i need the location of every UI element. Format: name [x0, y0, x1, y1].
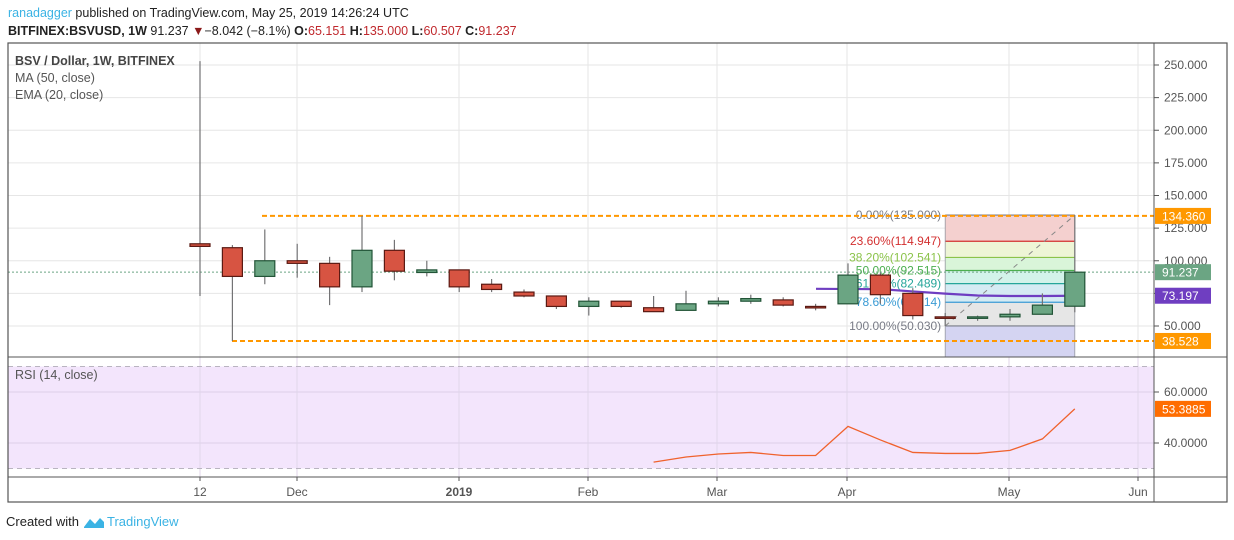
- ma-price-badge-text: 73.197: [1162, 289, 1199, 303]
- tradingview-link[interactable]: TradingView: [83, 514, 179, 529]
- price-axis-label: 150.000: [1164, 189, 1208, 203]
- price-axis-label: 50.000: [1164, 319, 1201, 333]
- open-value: 65.151: [308, 24, 347, 38]
- created-with-text: Created with: [6, 514, 79, 529]
- fib-zone: [945, 215, 1075, 242]
- legend-rsi[interactable]: RSI (14, close): [15, 368, 98, 382]
- symbol-info: BITFINEX:BSVUSD, 1W 91.237 ▼−8.042 (−8.1…: [8, 24, 517, 38]
- last-price-badge-text: 91.237: [1162, 266, 1199, 280]
- level-price-badge-text: 38.528: [1162, 334, 1199, 348]
- candle[interactable]: [772, 299, 794, 306]
- tradingview-brand: TradingView: [106, 514, 179, 529]
- candle[interactable]: [642, 307, 665, 313]
- candle[interactable]: [448, 269, 470, 288]
- candle[interactable]: [902, 292, 924, 317]
- candle[interactable]: [254, 260, 276, 278]
- price-axis-label: 125.000: [1164, 221, 1208, 235]
- fib-zone: [945, 257, 1075, 271]
- candle[interactable]: [189, 243, 211, 247]
- fib-level-label: 38.20%(102.541): [849, 250, 941, 264]
- fib-level-label: 23.60%(114.947): [850, 234, 941, 248]
- candle[interactable]: [707, 300, 730, 305]
- price-axis-label: 250.000: [1164, 58, 1208, 72]
- legend-main-series[interactable]: BSV / Dollar, 1W, BITFINEX: [15, 54, 175, 68]
- ma-price-badge: [1155, 287, 1211, 304]
- level-price-badge-text: 134.360: [1162, 209, 1206, 223]
- fib-level-label: 78.60%(68.214): [856, 295, 941, 309]
- level-price-badge: [1155, 207, 1211, 224]
- candle[interactable]: [837, 274, 859, 305]
- open-label: O:: [294, 24, 309, 38]
- last-price-badge: [1155, 264, 1211, 281]
- close-label: C:: [465, 24, 479, 38]
- footer: Created with TradingView: [6, 514, 179, 529]
- rsi-band: [8, 366, 1154, 469]
- candle[interactable]: [610, 300, 632, 308]
- rsi-value-badge: [1155, 400, 1211, 417]
- candle[interactable]: [740, 297, 762, 302]
- time-axis-label: Dec: [286, 485, 307, 499]
- candle[interactable]: [966, 316, 989, 319]
- time-axis-label: Apr: [838, 485, 857, 499]
- candle[interactable]: [869, 274, 892, 296]
- candle[interactable]: [221, 247, 243, 278]
- fib-level-label: 50.00%(92.515): [856, 264, 941, 278]
- close-value: 91.237: [478, 24, 517, 38]
- published-text: published on TradingView.com, May 25, 20…: [71, 6, 409, 20]
- high-value: 135.000: [362, 24, 409, 38]
- legend-ema[interactable]: EMA (20, close): [15, 88, 104, 102]
- symbol-name: BITFINEX:BSVUSD, 1W: [8, 24, 147, 38]
- candle[interactable]: [1031, 304, 1054, 315]
- time-axis-label: Jun: [1128, 485, 1147, 499]
- price-axis-label: 200.000: [1164, 123, 1208, 137]
- time-axis-label: May: [998, 485, 1021, 499]
- chart-frame: [7, 42, 1228, 503]
- publisher-link[interactable]: ranadagger: [8, 6, 72, 20]
- rsi-axis-label: 60.0000: [1164, 385, 1208, 399]
- candle[interactable]: [286, 260, 308, 264]
- candle[interactable]: [351, 249, 373, 288]
- candle[interactable]: [804, 305, 827, 309]
- high-label: H:: [349, 24, 363, 38]
- candle[interactable]: [513, 291, 535, 297]
- rsi-value-badge-text: 53.3885: [1162, 402, 1206, 416]
- tradingview-logo-icon: [83, 517, 104, 528]
- level-price-badge: [1155, 332, 1211, 349]
- price-axis-label: 225.000: [1164, 91, 1208, 105]
- time-axis-label: 12: [193, 485, 207, 499]
- time-axis-label: Feb: [578, 485, 599, 499]
- time-axis-label: 2019: [446, 485, 473, 499]
- fib-zone: [945, 270, 1075, 284]
- candle[interactable]: [675, 303, 697, 311]
- fib-zone: [945, 241, 1075, 258]
- candle[interactable]: [999, 313, 1021, 318]
- last-price: 91.237: [150, 24, 189, 38]
- candle[interactable]: [1064, 271, 1086, 307]
- chart-legend: BSV / Dollar, 1W, BITFINEX MA (50, close…: [15, 53, 175, 104]
- candle[interactable]: [319, 262, 341, 288]
- publish-info: ranadagger published on TradingView.com,…: [8, 6, 409, 20]
- legend-ma[interactable]: MA (50, close): [15, 71, 95, 85]
- candle[interactable]: [578, 300, 600, 308]
- low-label: L:: [411, 24, 424, 38]
- time-axis-label: Mar: [707, 485, 728, 499]
- low-value: 60.507: [423, 24, 462, 38]
- candle[interactable]: [934, 316, 956, 319]
- rsi-line[interactable]: [653, 408, 1076, 463]
- fib-level-label: 100.00%(50.030): [849, 319, 941, 333]
- fib-zone: [945, 283, 1075, 303]
- fib-trend-line[interactable]: [944, 214, 1076, 327]
- rsi-axis-label: 40.0000: [1164, 436, 1208, 450]
- price-axis-label: 175.000: [1164, 156, 1208, 170]
- price-change: −8.042 (−8.1%): [204, 24, 291, 38]
- candle[interactable]: [416, 269, 438, 274]
- candle[interactable]: [545, 295, 568, 308]
- candle[interactable]: [481, 283, 503, 291]
- down-arrow-icon: ▼: [192, 24, 205, 38]
- candle[interactable]: [383, 249, 405, 272]
